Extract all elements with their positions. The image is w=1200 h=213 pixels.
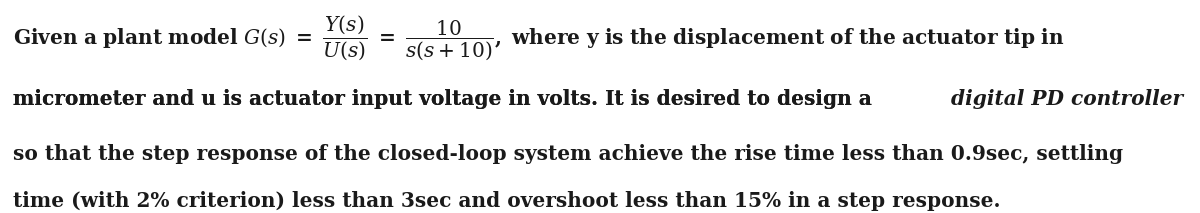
Text: micrometer and u is actuator input voltage in volts. It is desired to design a: micrometer and u is actuator input volta… — [13, 89, 878, 109]
Text: $\mathbf{Given\ a\ plant\ model\ }G(s)\mathbf{\ =\ }\dfrac{Y(s)}{U(s)}\mathbf{\ : $\mathbf{Given\ a\ plant\ model\ }G(s)\m… — [13, 13, 1064, 62]
Text: time (with 2% criterion) less than 3sec and overshoot less than 15% in a step re: time (with 2% criterion) less than 3sec … — [13, 191, 1001, 212]
Text: micrometer and u is actuator input voltage in volts. It is desired to design a: micrometer and u is actuator input volta… — [13, 89, 878, 109]
Text: digital PD controller: digital PD controller — [950, 89, 1183, 109]
Text: so that the step response of the closed-loop system achieve the rise time less t: so that the step response of the closed-… — [13, 144, 1123, 164]
